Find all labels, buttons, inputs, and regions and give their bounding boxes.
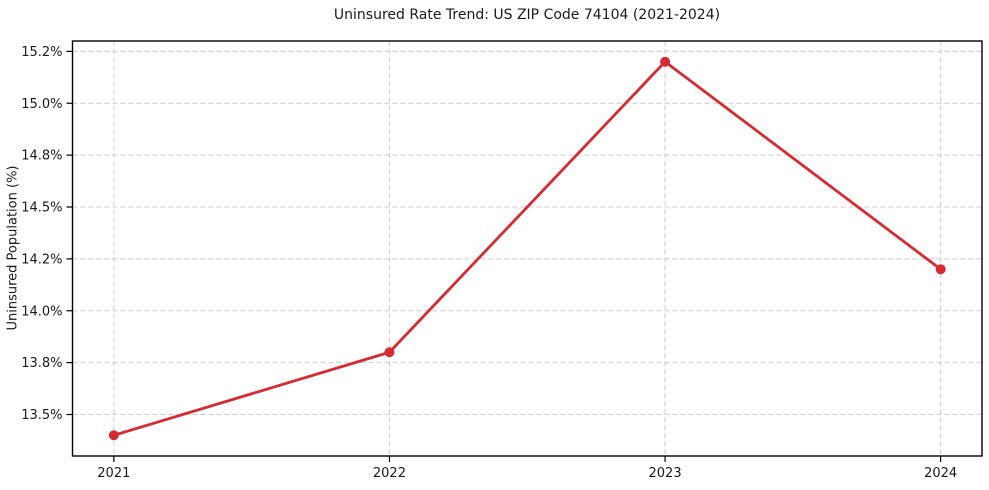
- x-tick-label: 2024: [924, 466, 957, 481]
- y-tick-label: 13.8%: [21, 356, 62, 371]
- x-tick-label: 2023: [649, 466, 682, 481]
- y-tick-label: 14.0%: [21, 304, 62, 319]
- y-tick-label: 15.2%: [21, 45, 62, 60]
- trend-line: [112, 60, 943, 437]
- y-tick-label: 13.5%: [21, 408, 62, 423]
- y-tick-label: 14.8%: [21, 149, 62, 164]
- data-point-2021: [108, 430, 119, 441]
- chart-title: Uninsured Rate Trend: US ZIP Code 74104 …: [333, 7, 721, 23]
- data-point-2022: [384, 347, 395, 358]
- x-tick-label: 2021: [97, 466, 130, 481]
- y-tick-label: 15.0%: [21, 97, 62, 112]
- y-tick-label: 14.2%: [21, 252, 62, 267]
- plot-border: [71, 40, 983, 457]
- data-point-2023: [660, 56, 671, 67]
- x-tick-label: 2022: [373, 466, 406, 481]
- y-tick-label: 14.5%: [21, 201, 62, 216]
- data-point-2024: [935, 264, 946, 275]
